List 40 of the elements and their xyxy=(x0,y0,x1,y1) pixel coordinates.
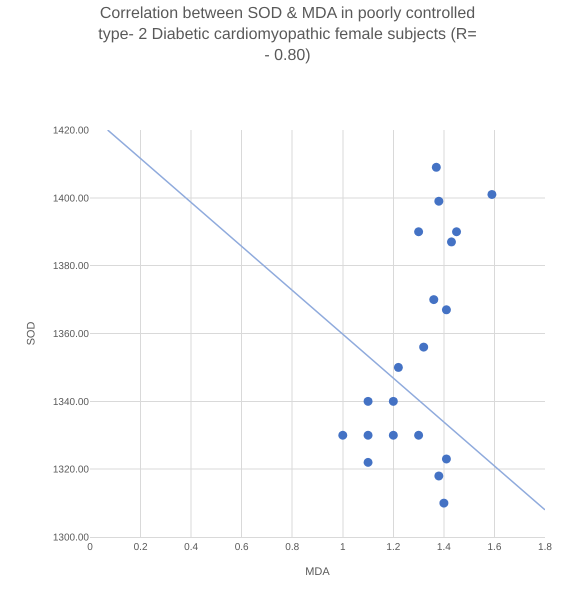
point xyxy=(432,162,441,172)
y-tick-label: 1360.00 xyxy=(52,329,90,340)
point xyxy=(364,458,373,467)
x-tick-label: 0.6 xyxy=(234,542,250,553)
point xyxy=(439,498,448,508)
point xyxy=(394,362,403,372)
point xyxy=(452,227,462,236)
point xyxy=(338,430,348,440)
y-tick-label: 1380.00 xyxy=(52,261,90,272)
y-tick-label: 1340.00 xyxy=(52,396,90,408)
y-tick-label: 1300.00 xyxy=(52,532,90,544)
point xyxy=(434,471,444,480)
x-tick-label: 1 xyxy=(340,542,346,553)
chart-title: Correlation between SOD & MDA in poorly controlled type- 2 Diabetic cardiomyopathic female subjects (R= - 0.80) xyxy=(98,5,477,64)
point xyxy=(419,342,428,352)
point xyxy=(364,396,373,406)
point xyxy=(364,430,373,440)
point xyxy=(388,430,398,440)
point xyxy=(446,237,456,246)
point xyxy=(487,190,496,199)
point xyxy=(442,454,451,464)
x-tick-label: 1.4 xyxy=(436,542,452,553)
point xyxy=(414,430,424,440)
x-tick-label: 0.8 xyxy=(285,542,300,553)
x-axis-title: MDA xyxy=(305,566,330,578)
point xyxy=(429,295,438,304)
x-tick-label: 0.4 xyxy=(184,542,198,553)
point xyxy=(442,305,451,314)
point xyxy=(414,227,424,236)
x-tick-label: 1.2 xyxy=(386,542,401,553)
x-tick-label: 1.8 xyxy=(538,542,552,553)
y-tick-label: 1400.00 xyxy=(52,193,90,204)
y-tick-label: 1420.00 xyxy=(52,126,90,136)
y-axis-title: SOD xyxy=(25,322,38,346)
x-tick-label: 1.6 xyxy=(487,542,502,553)
x-tick-label: 0 xyxy=(87,542,94,553)
point xyxy=(388,396,398,406)
x-tick-label: 0.2 xyxy=(134,542,148,553)
point xyxy=(434,196,444,206)
y-tick-label: 1320.00 xyxy=(52,464,90,476)
